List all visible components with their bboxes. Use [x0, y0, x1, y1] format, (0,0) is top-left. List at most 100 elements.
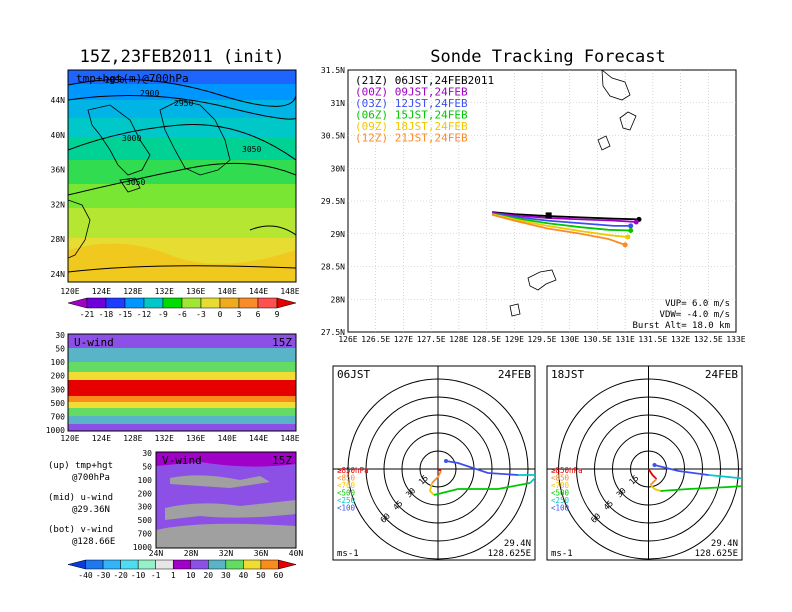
x-tick-label: 140E: [218, 434, 237, 443]
y-tick-label: 30: [142, 449, 152, 458]
x-tick-label: 132E: [155, 287, 174, 296]
y-tick-label: 500: [138, 516, 153, 525]
hodograph-time: 06JST: [337, 368, 370, 381]
colorbar-swatch: [243, 559, 262, 570]
tracking-coastlines: [509, 70, 637, 317]
y-tick-label: 31N: [331, 99, 346, 108]
y-tick-label: 40N: [51, 131, 66, 140]
colorbar-swatch: [208, 559, 227, 570]
colorbar-tick-label: -15: [118, 310, 133, 319]
y-tick-label: 200: [51, 372, 66, 381]
y-tick-label: 29.5N: [321, 197, 345, 206]
y-tick-label: 700: [138, 530, 153, 539]
colorbar-tick-label: 3: [237, 310, 242, 319]
x-tick-label: 130E: [560, 335, 579, 344]
level-label: <850: [551, 474, 570, 483]
colorbar-swatch: [124, 297, 145, 309]
launch-point-marker: [545, 212, 552, 219]
y-tick-label: 28.5N: [321, 263, 345, 272]
u-wind-x-ticks: 120E 124E 128E 132E 136E 140E 144E 148E: [60, 434, 299, 443]
temperature-map-y-ticks: 44N 40N 36N 32N 28N 24N: [51, 96, 66, 279]
x-tick-label: 140E: [218, 287, 237, 296]
colorbar-tick-label: -10: [131, 571, 146, 580]
hodograph-segment: [708, 474, 742, 480]
track-endpoint: [622, 242, 628, 248]
tracking-frame: [347, 69, 737, 333]
x-tick-label: 132E: [671, 335, 690, 344]
colorbar-tick-label: -1: [151, 571, 161, 580]
hodograph-lon: 128.625E: [488, 549, 531, 559]
hodograph-lat: 29.4N: [504, 539, 531, 549]
x-tick-label: 36N: [254, 549, 269, 558]
note-line: (up) tmp+hgt: [48, 461, 113, 471]
colorbar-tick-label: -21: [80, 310, 95, 319]
x-tick-label: 132E: [155, 434, 174, 443]
x-tick-label: 133E: [726, 335, 745, 344]
x-tick-label: 129E: [505, 335, 524, 344]
colorbar-tick-label: 60: [274, 571, 284, 580]
colorbar-tick-label: -12: [137, 310, 152, 319]
hodograph-segment: [429, 482, 435, 496]
colorbar-tick-label: 50: [256, 571, 266, 580]
colorbar-swatch: [181, 297, 202, 309]
x-tick-label: 136E: [186, 434, 205, 443]
hodograph-segment: [433, 482, 531, 496]
x-tick-label: 136E: [186, 287, 205, 296]
temperature-colorbar: -21 -18 -15 -12 -9 -6 -3 0 3 6 9: [67, 297, 297, 319]
v-wind-time: 15Z: [272, 454, 292, 467]
colorbar-swatch: [143, 297, 164, 309]
hodograph-segment: [437, 468, 442, 472]
annotation-vup: VUP= 6.0 m/s: [665, 299, 730, 309]
track-line: [491, 213, 629, 238]
track-line: [491, 212, 631, 227]
colorbar-swatch: [67, 559, 86, 570]
hodograph-segment: [660, 485, 742, 492]
tracking-axis-ticks: 126E 126.5E 127E 127.5E 128E 128.5E 129E 129.5E…: [321, 66, 746, 344]
hodograph-date: 24FEB: [498, 368, 531, 381]
level-label: ≥850hPa: [337, 466, 369, 475]
hodograph-segment: [518, 474, 535, 484]
hodograph-date: 24FEB: [705, 368, 738, 381]
level-label: ≥850hPa: [551, 466, 583, 475]
track-endpoint: [633, 219, 639, 225]
level-label: <700: [337, 481, 356, 490]
colorbar-swatch: [257, 297, 278, 309]
colorbar-tick-label: 20: [203, 571, 213, 580]
y-tick-label: 1000: [133, 543, 152, 552]
x-tick-label: 28N: [184, 549, 199, 558]
tracking-legend: (21Z) 06JST,24FEB2011(00Z) 09JST,24FEB(0…: [355, 74, 494, 145]
annotation-vdw: VDW= -4.0 m/s: [660, 310, 730, 320]
legend-entry: (21Z) 06JST,24FEB2011: [355, 74, 494, 87]
y-tick-label: 100: [138, 476, 153, 485]
colorbar-swatch: [276, 297, 297, 309]
x-tick-label: 128.5E: [472, 335, 501, 344]
colorbar-tick-label: -40: [78, 571, 93, 580]
colorbar-swatch: [200, 297, 221, 309]
colorbar-swatch: [155, 559, 174, 570]
x-tick-label: 24N: [149, 549, 164, 558]
tracking-annotations: VUP= 6.0 m/s VDW= -4.0 m/s Burst Alt= 18…: [632, 299, 730, 331]
x-tick-label: 131E: [616, 335, 635, 344]
colorbar-swatch: [102, 559, 121, 570]
note-line: (mid) u-wind: [48, 493, 113, 503]
colorbar-tick-label: 9: [275, 310, 280, 319]
temperature-map-frame: [67, 69, 297, 283]
colorbar-tick-label: -30: [96, 571, 111, 580]
y-tick-label: 500: [51, 399, 66, 408]
y-tick-label: 1000: [46, 426, 65, 435]
level-label: <250: [551, 496, 570, 505]
x-tick-label: 131.5E: [638, 335, 667, 344]
colorbar-tick-label: -6: [177, 310, 187, 319]
colorbar-swatch: [85, 559, 104, 570]
colorbar-tick-label: -18: [99, 310, 114, 319]
x-tick-label: 144E: [249, 434, 268, 443]
note-line: @700hPa: [72, 473, 110, 483]
contour-label: 2850: [105, 76, 124, 85]
annotation-burst: Burst Alt= 18.0 km: [632, 321, 730, 331]
x-tick-label: 124E: [92, 287, 111, 296]
hodograph-time: 18JST: [551, 368, 584, 381]
x-tick-label: 148E: [280, 434, 299, 443]
hodograph-trace: [429, 459, 535, 496]
